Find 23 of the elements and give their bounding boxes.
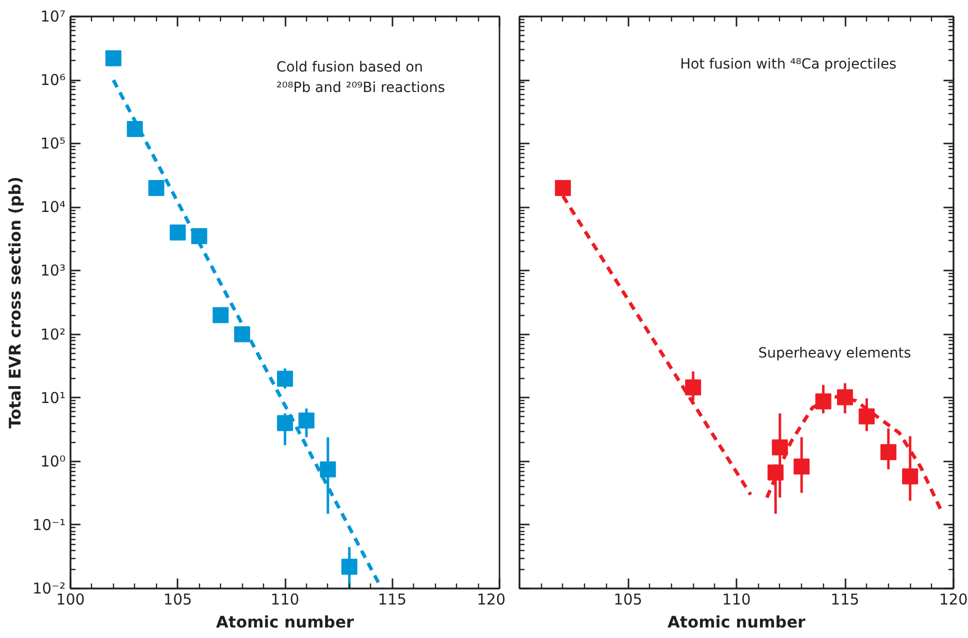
annotation: Cold fusion based on ²⁰⁸Pb and ²⁰⁹Bi reactions <box>276 59 446 96</box>
y-tick-label: 10⁻¹ <box>32 516 66 534</box>
y-tick-label: 10³ <box>40 262 66 280</box>
y-tick-label: 10⁵ <box>40 134 66 153</box>
annotation: Hot fusion with ⁴⁸Ca projectiles <box>680 56 896 73</box>
x-tick-label: 115 <box>378 590 407 608</box>
y-tick-label: 10⁴ <box>40 198 66 216</box>
x-tick-label: 105 <box>163 590 192 608</box>
annotation: Superheavy elements <box>758 345 912 362</box>
y-tick-label: 10⁰ <box>40 452 66 470</box>
y-tick-label: 10¹ <box>40 388 66 407</box>
y-tick-label: 10⁷ <box>40 8 66 26</box>
y-axis-title: Total EVR cross section (pb) <box>5 176 24 428</box>
x-tick-label: 115 <box>830 590 860 608</box>
x-tick-label: 105 <box>614 590 642 608</box>
x-axis-title: Atomic number <box>216 612 354 632</box>
y-tick-label: 10² <box>40 325 66 344</box>
x-tick-label: 120 <box>939 590 968 608</box>
x-tick-label: 110 <box>270 590 300 608</box>
y-tick-label: 10⁶ <box>40 71 66 90</box>
x-tick-label: 110 <box>722 590 751 608</box>
x-tick-label: 120 <box>476 590 506 608</box>
x-axis-title: Atomic number <box>668 612 806 632</box>
